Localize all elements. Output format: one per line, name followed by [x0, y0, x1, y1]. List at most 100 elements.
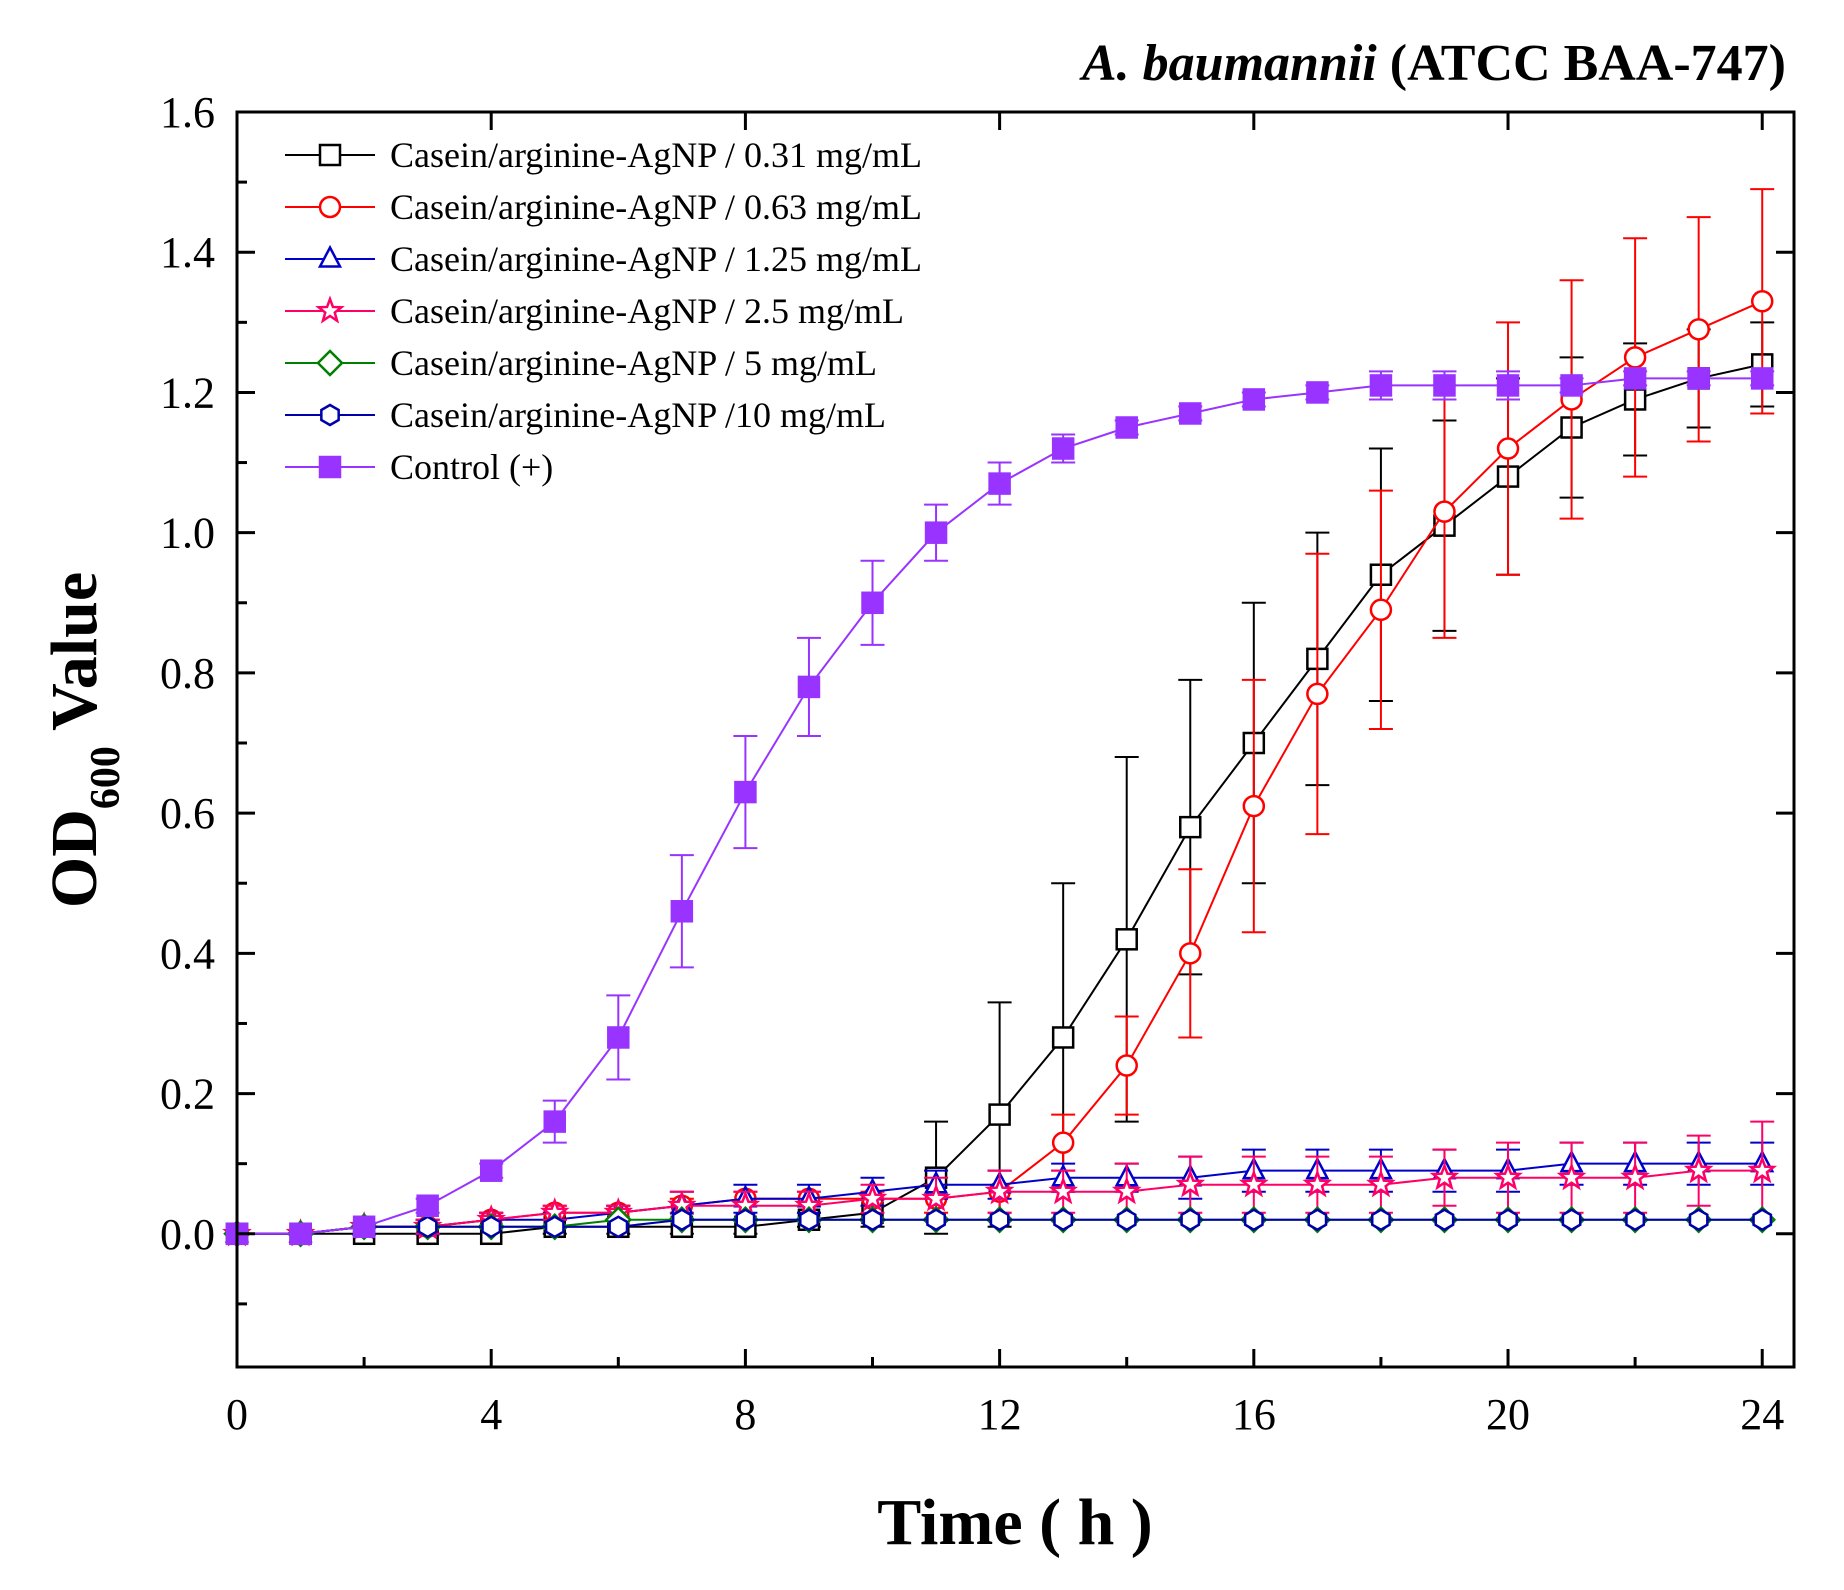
legend-marker — [316, 349, 344, 377]
y-tick-label: 0.0 — [160, 1210, 215, 1259]
legend-marker — [315, 295, 345, 324]
data-point — [989, 1208, 1010, 1232]
data-point — [1683, 1155, 1714, 1184]
series-group — [222, 188, 1778, 1248]
y-axis-label-main: OD — [38, 809, 111, 908]
legend-label: Casein/arginine-AgNP / 5 mg/mL — [390, 343, 877, 383]
x-axis-label: Time ( h ) — [877, 1486, 1153, 1559]
data-point — [1051, 1131, 1075, 1154]
legend-marker — [317, 244, 343, 268]
data-point — [1688, 1208, 1709, 1232]
data-point — [1747, 1155, 1778, 1184]
legend-marker — [318, 455, 342, 479]
data-point — [921, 1183, 951, 1212]
data-point — [608, 1215, 629, 1239]
data-point — [1433, 374, 1456, 397]
data-point — [1175, 1169, 1206, 1198]
data-point — [1179, 815, 1202, 839]
data-point — [1242, 794, 1266, 818]
data-point — [1496, 437, 1520, 460]
data-point — [984, 1176, 1015, 1205]
x-tick-label: 16 — [1232, 1390, 1276, 1439]
data-point — [988, 1103, 1011, 1126]
data-point — [1556, 1162, 1587, 1191]
data-point — [1115, 416, 1138, 439]
data-point — [352, 1215, 376, 1239]
x-tick-label: 0 — [226, 1390, 248, 1439]
data-point — [1560, 374, 1583, 397]
y-tick-label: 1.2 — [160, 368, 215, 417]
data-point — [1623, 367, 1647, 390]
data-point — [1493, 1162, 1523, 1191]
y-axis-label: OD600 Value — [38, 572, 129, 908]
legend-entry: Casein/arginine-AgNP / 1.25 mg/mL — [285, 239, 922, 279]
data-point — [1306, 682, 1329, 706]
data-point — [544, 1215, 565, 1239]
data-point — [1180, 1208, 1201, 1232]
data-point — [862, 1208, 883, 1232]
data-point — [1111, 1176, 1142, 1205]
data-point — [988, 472, 1011, 495]
data-point — [1243, 1208, 1264, 1232]
data-point — [417, 1215, 438, 1239]
plot-frame — [235, 110, 1796, 1369]
data-point — [1306, 381, 1329, 404]
data-point — [481, 1215, 502, 1239]
data-point — [1242, 388, 1266, 411]
legend-entry: Casein/arginine-AgNP / 0.63 mg/mL — [285, 187, 922, 227]
legend-marker — [320, 403, 340, 427]
data-point — [543, 1110, 567, 1133]
x-tick-label: 12 — [978, 1390, 1022, 1439]
data-point — [1750, 367, 1774, 390]
data-point — [289, 1222, 312, 1246]
legend-label: Casein/arginine-AgNP / 0.63 mg/mL — [390, 187, 922, 227]
data-point — [857, 1183, 888, 1212]
data-point — [1434, 1208, 1455, 1232]
data-point — [671, 1208, 692, 1232]
data-point — [1369, 374, 1393, 397]
data-point — [670, 900, 694, 923]
legend-label: Casein/arginine-AgNP / 0.31 mg/mL — [390, 135, 922, 175]
legend-entry: Casein/arginine-AgNP / 2.5 mg/mL — [285, 291, 904, 331]
data-point — [1048, 1176, 1079, 1205]
legend-marker — [318, 195, 342, 219]
data-point — [1179, 402, 1202, 425]
data-point — [1053, 1208, 1074, 1232]
chart-title-strain: (ATCC BAA-747) — [1377, 35, 1786, 92]
y-tick-label: 0.2 — [160, 1070, 215, 1119]
data-point — [1687, 367, 1710, 390]
data-point — [1687, 318, 1710, 341]
data-point — [1625, 1208, 1646, 1232]
data-point — [1433, 500, 1456, 523]
data-point — [926, 1208, 946, 1232]
data-point — [1371, 1208, 1391, 1232]
data-point — [1115, 1054, 1138, 1077]
data-point — [1620, 1162, 1650, 1191]
data-point — [1115, 928, 1138, 951]
data-point — [479, 1159, 503, 1182]
data-point — [924, 521, 948, 544]
chart-title: A. baumannii (ATCC BAA-747) — [1079, 35, 1786, 92]
x-tick-label: 20 — [1486, 1390, 1530, 1439]
data-point — [797, 675, 821, 699]
legend-label: Casein/arginine-AgNP / 2.5 mg/mL — [390, 291, 904, 331]
data-point — [1302, 1169, 1333, 1198]
axis-ticks — [235, 110, 1794, 1367]
data-point — [1561, 1208, 1582, 1232]
data-point — [1752, 1208, 1773, 1232]
data-point — [1051, 437, 1075, 460]
y-tick-label: 1.4 — [160, 228, 215, 277]
y-tick-label: 0.6 — [160, 789, 215, 838]
series-5 — [227, 1208, 1773, 1246]
y-tick-label: 1.0 — [160, 509, 215, 558]
legend-entry: Casein/arginine-AgNP / 5 mg/mL — [285, 343, 877, 383]
x-tick-label: 8 — [734, 1390, 756, 1439]
y-tick-label: 0.8 — [160, 649, 215, 698]
data-point — [607, 1026, 630, 1049]
data-point — [799, 1208, 819, 1232]
y-tick-label: 0.4 — [160, 929, 215, 978]
data-point — [1623, 346, 1647, 369]
data-point — [735, 1208, 756, 1232]
legend-entry: Control (+) — [285, 447, 553, 487]
